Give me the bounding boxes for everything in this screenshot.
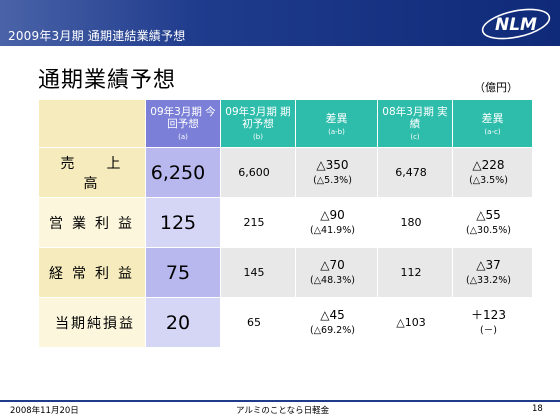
diff-ac-percent: (－)	[480, 325, 497, 337]
diff-ab-value: △350	[316, 157, 349, 172]
col-header-sub: (c)	[410, 132, 420, 141]
diff-ab-percent: (△41.9%)	[310, 225, 355, 237]
row-label: 営業利益	[38, 197, 146, 248]
diff-ab-percent: (△48.3%)	[310, 275, 355, 287]
col-header-prior-actual: 08年3月期 実績 (c)	[377, 99, 453, 148]
initial-forecast-value: 215	[220, 197, 296, 248]
prior-actual-value: 112	[377, 247, 453, 298]
diff-ac-cell: ＋123 (－)	[452, 297, 533, 348]
company-logo: NLM	[481, 8, 551, 40]
diff-ab-cell: △45 (△69.2%)	[295, 297, 378, 348]
diff-ac-cell: △37 (△33.2%)	[452, 247, 533, 298]
header-band: 2009年3月期 通期連結業績予想 NLM	[0, 0, 560, 46]
diff-ab-percent: (△69.2%)	[310, 325, 355, 337]
col-header-current-forecast: 09年3月期 今回予想 (a)	[145, 99, 221, 148]
diff-ab-value: △45	[320, 307, 345, 322]
logo-text: NLM	[495, 15, 537, 35]
diff-ab-value: △70	[320, 257, 345, 272]
diff-ac-value: △37	[476, 257, 501, 272]
table-row-ordinary-income: 経常利益 75 145 △70 (△48.3%) 112 △37 (△33.2%…	[38, 247, 533, 298]
col-header-sub: (b)	[253, 132, 263, 141]
diff-ac-value: ＋123	[471, 307, 506, 322]
col-header-label: 差異	[325, 112, 348, 126]
diff-ac-percent: (△33.2%)	[466, 275, 511, 287]
slide-title: 通期業績予想	[38, 68, 177, 93]
diff-ab-cell: △350 (△5.3%)	[295, 147, 378, 198]
diff-ac-value: △55	[476, 207, 501, 222]
footer-date: 2008年11月20日	[10, 406, 79, 416]
initial-forecast-value: 145	[220, 247, 296, 298]
diff-ac-value: △228	[472, 157, 505, 172]
col-header-label: 09年3月期 今回予想	[150, 106, 216, 131]
diff-ab-percent: (△5.3%)	[313, 175, 352, 187]
table-row-net-income: 当期純損益 20 65 △45 (△69.2%) △103 ＋123 (－)	[38, 297, 533, 348]
diff-ac-cell: △228 (△3.5%)	[452, 147, 533, 198]
table-row-operating-income: 営業利益 125 215 △90 (△41.9%) 180 △55 (△30.5…	[38, 197, 533, 248]
page-number: 18	[532, 404, 543, 414]
initial-forecast-value: 65	[220, 297, 296, 348]
col-header-diff-ac: 差異 (a-c)	[452, 99, 533, 148]
header-title: 2009年3月期 通期連結業績予想	[8, 29, 186, 43]
diff-ac-cell: △55 (△30.5%)	[452, 197, 533, 248]
table-header-row: 09年3月期 今回予想 (a) 09年3月期 期初予想 (b) 差異 (a-b)…	[38, 99, 533, 148]
diff-ab-cell: △90 (△41.9%)	[295, 197, 378, 248]
current-forecast-value: 75	[145, 247, 221, 298]
col-header-sub: (a)	[178, 132, 188, 141]
footer-divider	[0, 400, 560, 402]
diff-ac-percent: (△3.5%)	[469, 175, 508, 187]
table-row-net-sales: 売 上 高 6,250 6,600 △350 (△5.3%) 6,478 △22…	[38, 147, 533, 198]
initial-forecast-value: 6,600	[220, 147, 296, 198]
prior-actual-value: 6,478	[377, 147, 453, 198]
current-forecast-value: 6,250	[145, 147, 221, 198]
footer-company-slogan: アルミのことなら日軽金	[236, 406, 330, 416]
col-header-label: 09年3月期 期初予想	[225, 106, 291, 131]
unit-note: （億円）	[474, 81, 518, 94]
current-forecast-value: 20	[145, 297, 221, 348]
diff-ac-percent: (△30.5%)	[466, 225, 511, 237]
col-header-sub: (a-b)	[328, 127, 345, 136]
col-header-sub: (a-c)	[484, 127, 501, 136]
row-label: 売 上 高	[38, 147, 146, 198]
col-header-label: 差異	[481, 112, 504, 126]
header-corner-cell	[38, 99, 146, 148]
row-label: 経常利益	[38, 247, 146, 298]
diff-ab-value: △90	[320, 207, 345, 222]
col-header-diff-ab: 差異 (a-b)	[295, 99, 378, 148]
col-header-label: 08年3月期 実績	[382, 106, 448, 131]
prior-actual-value: △103	[377, 297, 453, 348]
current-forecast-value: 125	[145, 197, 221, 248]
row-label: 当期純損益	[38, 297, 146, 348]
col-header-initial-forecast: 09年3月期 期初予想 (b)	[220, 99, 296, 148]
forecast-table: 09年3月期 今回予想 (a) 09年3月期 期初予想 (b) 差異 (a-b)…	[38, 99, 533, 348]
prior-actual-value: 180	[377, 197, 453, 248]
diff-ab-cell: △70 (△48.3%)	[295, 247, 378, 298]
